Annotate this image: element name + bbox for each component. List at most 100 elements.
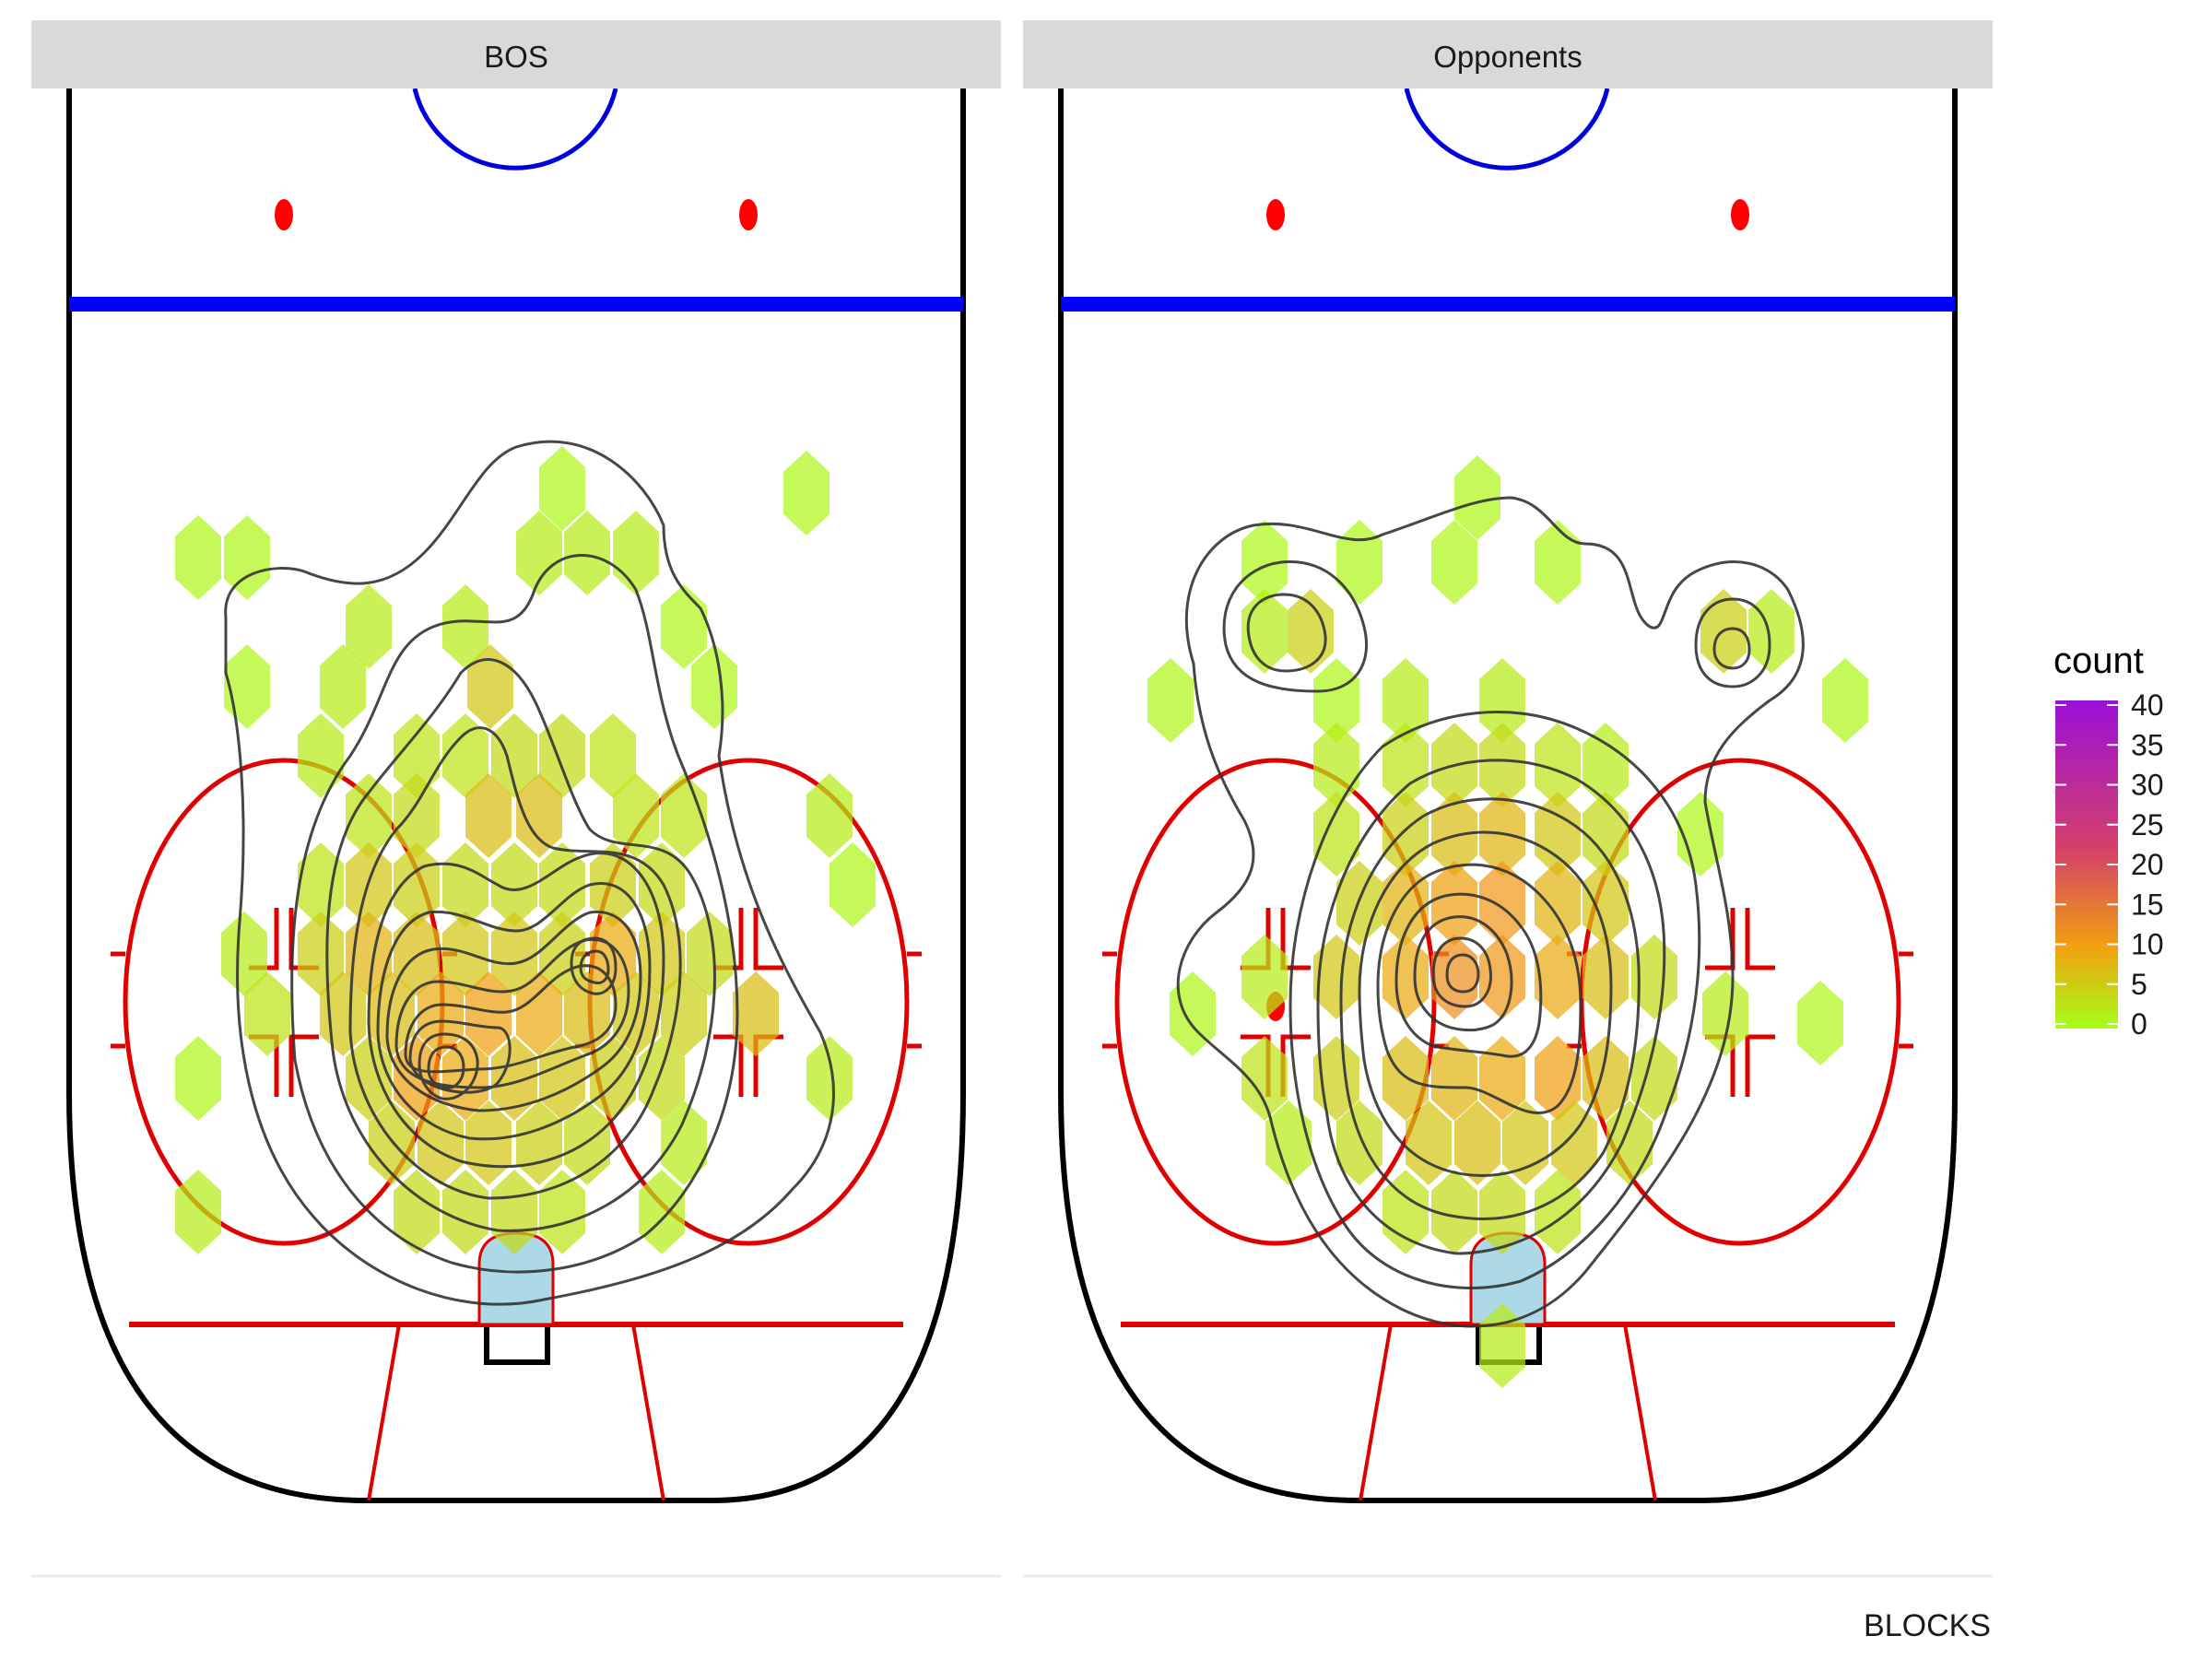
legend-tick-label: 0 xyxy=(2131,1007,2147,1041)
hexbin-cell xyxy=(394,912,440,996)
contour-line xyxy=(1246,593,1327,673)
neutral-faceoff-dot xyxy=(275,199,293,230)
hexbin-cell xyxy=(175,1036,221,1121)
hexbin-cell xyxy=(442,713,488,798)
hexbin-cell xyxy=(244,971,290,1056)
plot-caption: BLOCKS xyxy=(1864,1608,1991,1643)
hexbin-cell xyxy=(491,1170,537,1254)
legend-tick-label: 35 xyxy=(2131,728,2164,761)
hexbin-cell xyxy=(1313,792,1359,877)
hexbin-cell xyxy=(346,584,392,669)
hexbin-cell xyxy=(1336,520,1382,605)
contour-line xyxy=(570,936,618,995)
hexbin-cell xyxy=(1241,935,1288,1019)
hexbin-cell xyxy=(1336,1100,1382,1185)
legend-tick-label: 30 xyxy=(2131,769,2164,802)
hexbin-cell xyxy=(467,644,513,729)
contour-line xyxy=(1694,597,1771,688)
contour-line xyxy=(427,1045,465,1089)
hexbin-cell xyxy=(661,773,707,858)
hexbin-cell xyxy=(613,511,659,595)
hexbin-cell xyxy=(320,644,366,729)
hexbin-cell xyxy=(516,511,562,595)
hexbin-cell xyxy=(539,1170,585,1254)
contour-line xyxy=(1358,830,1613,1177)
neutral-faceoff-dot xyxy=(739,199,758,230)
facet-strip-opponents xyxy=(1023,20,1993,88)
blue-line xyxy=(69,297,963,312)
hexbin-cell xyxy=(1583,723,1629,807)
hexbin-cell xyxy=(298,713,344,798)
hexbin-cell xyxy=(1631,935,1677,1019)
legend-tick-label: 10 xyxy=(2131,928,2164,961)
center-circle xyxy=(1404,88,1610,171)
hexbin-cell xyxy=(1583,861,1629,946)
hexbin-cell xyxy=(1535,861,1581,946)
hexbin-cell xyxy=(516,971,562,1056)
contour-line xyxy=(408,1019,512,1094)
hexbin-cell xyxy=(1583,935,1629,1019)
hexbin-cell xyxy=(661,584,707,669)
hexbin-cell xyxy=(1479,1170,1525,1254)
contour-line xyxy=(376,882,652,1141)
contour-line xyxy=(1176,496,1805,1328)
contour-line xyxy=(367,852,665,1169)
legend-tick-label: 25 xyxy=(2131,808,2164,841)
contour-line xyxy=(418,1032,479,1100)
hexbin-cell xyxy=(539,842,585,927)
hexbin-cell xyxy=(1535,1036,1581,1121)
contour-line xyxy=(1413,915,1513,1032)
hexbin-cell xyxy=(1147,658,1194,743)
hexbin-cell xyxy=(783,451,830,535)
hexbin-cell xyxy=(1241,1036,1288,1121)
legend-tick-label: 15 xyxy=(2131,888,2164,921)
facet-strip-bos xyxy=(31,20,1001,88)
hexbin-cell xyxy=(491,912,537,996)
hexbin-cell xyxy=(491,842,537,927)
hexbin-cell xyxy=(1479,935,1525,1019)
hexbin-cell xyxy=(1288,589,1334,674)
hexbin-cell xyxy=(442,584,488,669)
contour-line xyxy=(1445,953,1480,994)
hexbin-cell xyxy=(1382,1036,1429,1121)
hexbin-cell xyxy=(733,971,779,1056)
hexbin-cell xyxy=(687,912,733,996)
blue-line xyxy=(1061,297,1955,312)
goal-net xyxy=(484,1327,550,1365)
hexbin-cell xyxy=(1454,455,1500,540)
hexbin-cell xyxy=(613,773,659,858)
density-contours-bos xyxy=(224,440,835,1306)
legend-title: count xyxy=(2053,641,2144,681)
contour-line xyxy=(325,658,716,1232)
hexbin-cell xyxy=(1551,1100,1597,1185)
hexbin-cell xyxy=(691,644,737,729)
hexbin-cell xyxy=(1265,1100,1312,1185)
legend-tick-label: 5 xyxy=(2131,968,2147,1001)
hexbin-cell xyxy=(806,773,853,858)
hexbin-cell xyxy=(224,515,270,600)
hexbin-cell xyxy=(590,713,636,798)
hexbin-cell xyxy=(1702,971,1748,1056)
contour-line xyxy=(1316,759,1666,1255)
hexbin-cell xyxy=(1431,520,1477,605)
hexbin-cell xyxy=(639,1170,685,1254)
hexbin-cell xyxy=(539,1036,585,1121)
contour-line xyxy=(290,554,739,1274)
hexbin-cell xyxy=(298,912,344,996)
hexbin-cell xyxy=(1406,1100,1452,1185)
hexbin-cell xyxy=(539,446,585,531)
hexbin-cell xyxy=(1822,658,1868,743)
hexbin-cell xyxy=(1454,1100,1500,1185)
density-contours-opponents xyxy=(1176,496,1805,1328)
hexbin-layer-opponents xyxy=(1147,455,1868,1388)
hexbin-cell xyxy=(1170,971,1216,1056)
hexbin-cell xyxy=(1382,723,1429,807)
hexbin-cell xyxy=(1313,658,1359,743)
facet-label-opponents: Opponents xyxy=(1433,40,1582,74)
hexbin-cell xyxy=(394,842,440,927)
legend-tick-label: 40 xyxy=(2131,688,2164,722)
contour-line xyxy=(404,964,618,1074)
contour-line xyxy=(385,910,642,1112)
contour-line xyxy=(1222,560,1369,693)
